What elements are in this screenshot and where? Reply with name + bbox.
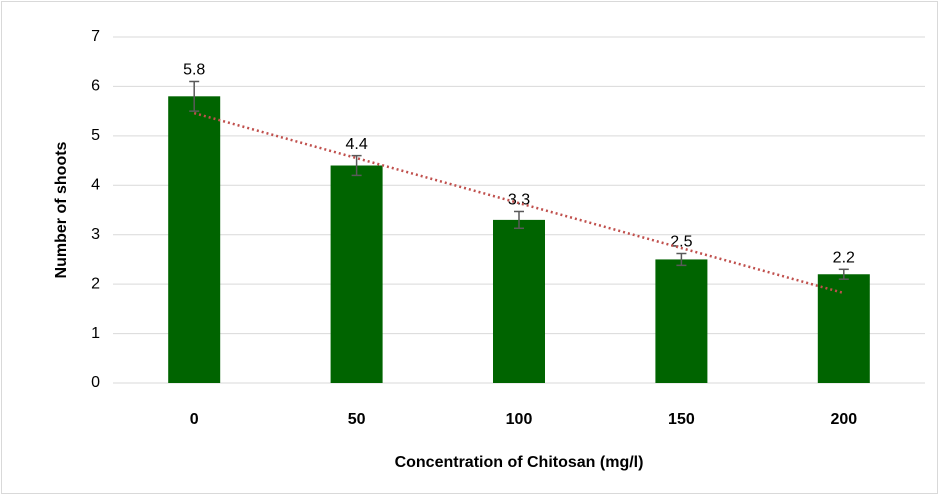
- y-axis-title: Number of shoots: [53, 141, 70, 278]
- value-label: 2.2: [833, 250, 855, 267]
- error-bar: [838, 268, 849, 280]
- x-tick-label: 150: [668, 411, 695, 428]
- bar: [330, 165, 383, 383]
- error-bar: [514, 210, 524, 230]
- y-tick-label: 1: [91, 325, 100, 342]
- bar: [817, 274, 870, 383]
- bar: [655, 259, 708, 383]
- value-label: 5.8: [183, 62, 205, 79]
- value-label: 3.3: [508, 192, 530, 209]
- y-tick-label: 4: [91, 177, 100, 194]
- y-tick-label: 5: [91, 127, 100, 144]
- x-tick-label: 50: [348, 411, 366, 428]
- error-bar: [189, 80, 200, 112]
- y-tick-label: 7: [91, 28, 100, 45]
- y-tick-label: 2: [91, 275, 100, 292]
- error-bar: [351, 154, 362, 177]
- value-label: 2.5: [670, 234, 692, 251]
- x-tick-label: 200: [830, 411, 857, 428]
- bar: [168, 96, 221, 384]
- error-bar: [676, 252, 687, 267]
- trendline: [193, 111, 845, 295]
- y-tick-label: 3: [91, 226, 100, 243]
- y-tick-label: 0: [91, 374, 100, 391]
- x-tick-label: 0: [190, 411, 199, 428]
- y-tick-label: 6: [91, 78, 100, 95]
- x-axis-title: Concentration of Chitosan (mg/l): [395, 454, 644, 471]
- x-tick-label: 100: [506, 411, 533, 428]
- value-label: 4.4: [345, 136, 367, 153]
- bar: [493, 219, 545, 383]
